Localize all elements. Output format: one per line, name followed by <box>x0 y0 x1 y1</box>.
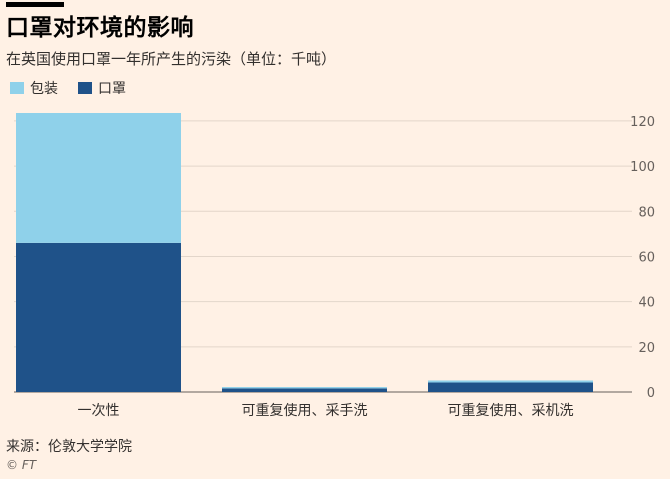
bar-segment-mask <box>16 242 181 392</box>
x-category-label: 可重复使用、采手洗 <box>242 402 368 419</box>
ft-credit: © FT <box>6 458 37 472</box>
y-tick-label: 40 <box>638 296 655 311</box>
header-accent-bar <box>6 2 64 7</box>
chart-legend: 包装 口罩 <box>10 78 146 98</box>
bar-segment-packaging <box>428 380 593 383</box>
legend-item-packaging: 包装 <box>10 78 58 98</box>
y-tick-label: 0 <box>647 386 655 401</box>
legend-item-mask: 口罩 <box>78 78 126 98</box>
y-tick-label: 80 <box>638 205 655 220</box>
legend-swatch-packaging <box>10 82 24 94</box>
x-category-label: 一次性 <box>78 403 120 419</box>
bar-segment-packaging <box>222 387 387 389</box>
page-title: 口罩对环境的影响 <box>6 15 194 41</box>
source-note: 来源：伦敦大学学院 <box>6 439 132 455</box>
bar-segment-mask <box>428 382 593 392</box>
y-tick-label: 120 <box>630 115 655 130</box>
y-tick-label: 100 <box>630 160 655 175</box>
legend-label-mask: 口罩 <box>98 81 126 97</box>
legend-label-packaging: 包装 <box>30 81 58 97</box>
x-category-label: 可重复使用、采机洗 <box>448 402 574 419</box>
legend-swatch-mask <box>78 82 92 94</box>
chart-subtitle: 在英国使用口罩一年所产生的污染（单位：千吨） <box>6 50 337 68</box>
bar-segment-mask <box>222 388 387 392</box>
bar-segment-packaging <box>16 113 181 243</box>
y-tick-label: 60 <box>638 250 655 265</box>
y-tick-label: 20 <box>638 341 655 356</box>
